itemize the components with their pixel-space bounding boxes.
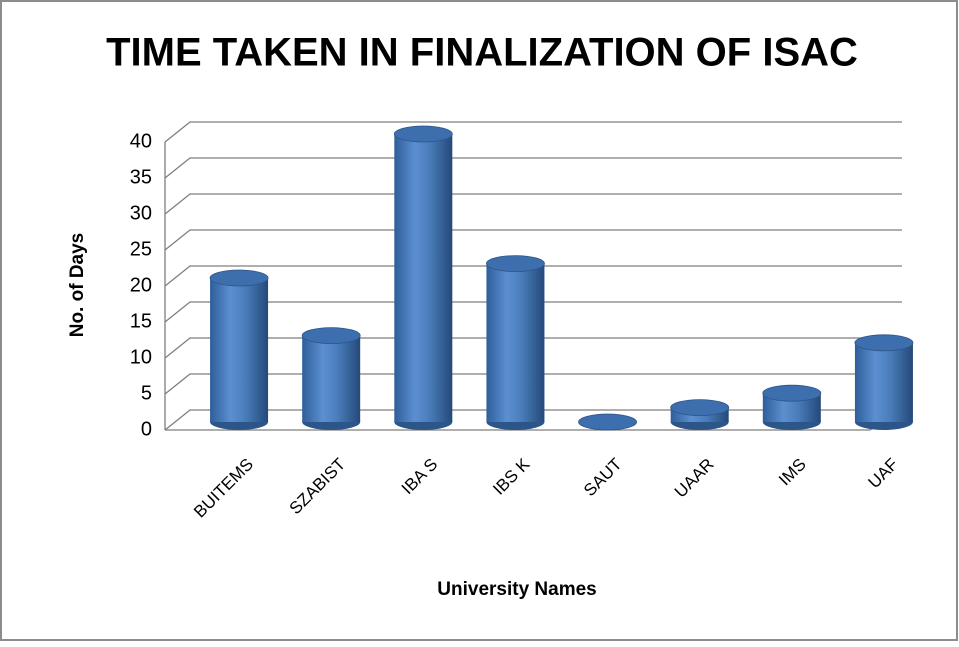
grid-line [164, 157, 902, 179]
bar [486, 263, 545, 422]
bar-top [670, 399, 730, 417]
bar-top [301, 327, 361, 345]
y-tick-label: 30 [130, 202, 152, 224]
grid-line [164, 409, 902, 431]
bar-top [486, 255, 545, 273]
grid-line [164, 193, 902, 215]
bar-top [578, 413, 637, 431]
y-tick-label: 40 [130, 130, 152, 152]
bar [394, 134, 453, 422]
grid-line [164, 265, 902, 287]
grid-line [164, 121, 902, 143]
y-tick-label: 35 [130, 166, 152, 188]
bar-top [854, 334, 914, 352]
grid-line [164, 229, 902, 251]
y-tick-label: 0 [141, 418, 152, 440]
chart-title: TIME TAKEN IN FINALIZATION OF ISAC [106, 31, 858, 75]
y-tick-label: 5 [141, 382, 152, 404]
bar [854, 342, 913, 422]
y-tick-label: 10 [130, 346, 152, 368]
grid-line [164, 337, 902, 359]
bars [209, 125, 914, 431]
x-axis-label: University Names [437, 579, 596, 600]
grid-line [164, 373, 902, 395]
bar-top [209, 269, 269, 287]
y-tick-label: 15 [130, 310, 152, 332]
bar-top [393, 125, 453, 143]
y-tick-label: 25 [130, 238, 152, 260]
bar-top [762, 384, 822, 402]
bar [302, 335, 361, 422]
bar [210, 278, 269, 422]
y-axis-label: No. of Days [67, 233, 88, 338]
y-tick-label: 20 [130, 274, 152, 296]
grid-line [164, 301, 902, 323]
